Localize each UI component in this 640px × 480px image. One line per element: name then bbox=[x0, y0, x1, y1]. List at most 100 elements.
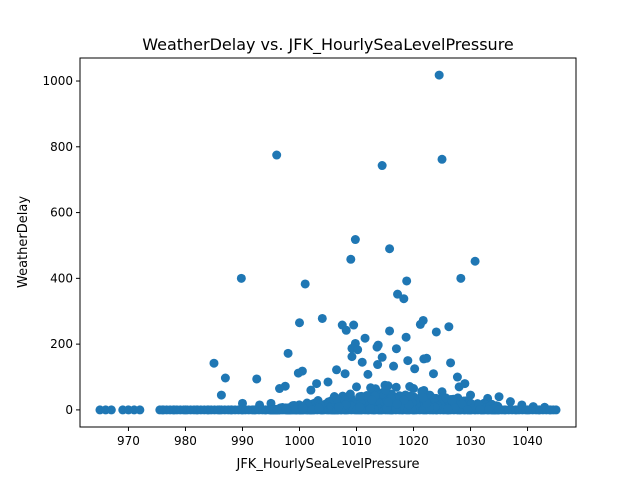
data-point bbox=[366, 383, 376, 393]
data-point bbox=[463, 405, 473, 415]
data-point bbox=[367, 395, 377, 405]
data-point bbox=[216, 390, 226, 400]
data-point bbox=[220, 373, 230, 383]
x-axis-label: JFK_HourlySeaLevelPressure bbox=[236, 457, 420, 472]
data-point bbox=[350, 235, 360, 245]
data-point bbox=[428, 369, 438, 379]
x-tick-label: 1030 bbox=[455, 434, 486, 448]
data-point bbox=[275, 384, 285, 394]
data-points bbox=[95, 70, 561, 415]
data-point bbox=[332, 365, 342, 375]
data-point bbox=[415, 319, 425, 329]
data-point bbox=[363, 369, 373, 379]
y-tick-label: 800 bbox=[50, 140, 73, 154]
data-point bbox=[403, 356, 413, 366]
data-point bbox=[393, 289, 403, 299]
data-point bbox=[494, 392, 504, 402]
data-point bbox=[347, 352, 357, 362]
x-tick-label: 980 bbox=[174, 434, 197, 448]
data-point bbox=[357, 357, 367, 367]
data-point bbox=[391, 382, 401, 392]
data-point bbox=[447, 396, 457, 406]
y-tick-label: 200 bbox=[50, 337, 73, 351]
data-point bbox=[306, 385, 316, 395]
data-point bbox=[443, 404, 453, 414]
data-point bbox=[236, 273, 246, 283]
data-point bbox=[365, 404, 375, 414]
data-point bbox=[317, 313, 327, 323]
data-point bbox=[332, 394, 342, 404]
data-point bbox=[323, 377, 333, 387]
data-point bbox=[272, 150, 282, 160]
data-point bbox=[399, 395, 409, 405]
data-point bbox=[352, 382, 362, 392]
data-point bbox=[385, 326, 395, 336]
data-point bbox=[300, 279, 310, 289]
data-point bbox=[456, 273, 466, 283]
data-point bbox=[431, 327, 441, 337]
data-point bbox=[452, 372, 462, 382]
data-point bbox=[372, 342, 382, 352]
data-point bbox=[345, 389, 355, 399]
data-point bbox=[419, 354, 429, 364]
data-point bbox=[341, 325, 351, 335]
data-point bbox=[457, 399, 467, 409]
data-point bbox=[475, 404, 485, 414]
y-tick-label: 1000 bbox=[42, 74, 73, 88]
data-point bbox=[209, 358, 219, 368]
data-point bbox=[494, 404, 504, 414]
data-point bbox=[377, 161, 387, 171]
x-axis-ticks: 970 980 990 1000 1010 1020 1030 1040 bbox=[117, 427, 543, 448]
data-point bbox=[353, 345, 363, 355]
x-tick-label: 1040 bbox=[512, 434, 543, 448]
data-point bbox=[307, 405, 317, 415]
x-tick-label: 990 bbox=[231, 434, 254, 448]
data-point bbox=[405, 382, 415, 392]
data-point bbox=[446, 358, 456, 368]
data-point bbox=[402, 276, 412, 286]
data-point bbox=[505, 397, 515, 407]
data-point bbox=[470, 256, 480, 266]
data-point bbox=[454, 382, 464, 392]
data-point bbox=[437, 154, 447, 164]
data-point bbox=[392, 399, 402, 409]
data-point bbox=[389, 361, 399, 371]
y-tick-label: 0 bbox=[65, 403, 73, 417]
y-axis-label: WeatherDelay bbox=[16, 196, 31, 288]
data-point bbox=[334, 402, 344, 412]
data-point bbox=[383, 397, 393, 407]
data-point bbox=[377, 352, 387, 362]
data-point bbox=[385, 244, 395, 254]
data-point bbox=[294, 318, 304, 328]
x-tick-label: 1020 bbox=[398, 434, 429, 448]
data-point bbox=[341, 400, 351, 410]
data-point bbox=[298, 404, 308, 414]
data-point bbox=[252, 374, 262, 384]
chart-title: WeatherDelay vs. JFK_HourlySeaLevelPress… bbox=[142, 35, 514, 55]
data-point bbox=[360, 333, 370, 343]
data-point bbox=[548, 405, 558, 415]
data-point bbox=[281, 404, 291, 414]
data-point bbox=[391, 344, 401, 354]
data-point bbox=[283, 348, 293, 358]
x-tick-label: 970 bbox=[117, 434, 140, 448]
plot-frame bbox=[79, 57, 577, 428]
data-point bbox=[106, 405, 116, 415]
data-point bbox=[380, 385, 390, 395]
data-point bbox=[349, 320, 359, 330]
data-point bbox=[340, 369, 350, 379]
y-tick-label: 400 bbox=[50, 271, 73, 285]
data-point bbox=[410, 364, 420, 374]
data-point bbox=[401, 332, 411, 342]
data-point bbox=[355, 402, 365, 412]
data-point bbox=[444, 322, 454, 332]
data-point bbox=[373, 360, 383, 370]
data-point bbox=[293, 368, 303, 378]
data-point bbox=[450, 403, 460, 413]
data-point bbox=[355, 392, 365, 402]
x-tick-label: 1010 bbox=[341, 434, 372, 448]
data-point bbox=[484, 404, 494, 414]
data-point bbox=[399, 294, 409, 304]
data-point bbox=[314, 403, 324, 413]
